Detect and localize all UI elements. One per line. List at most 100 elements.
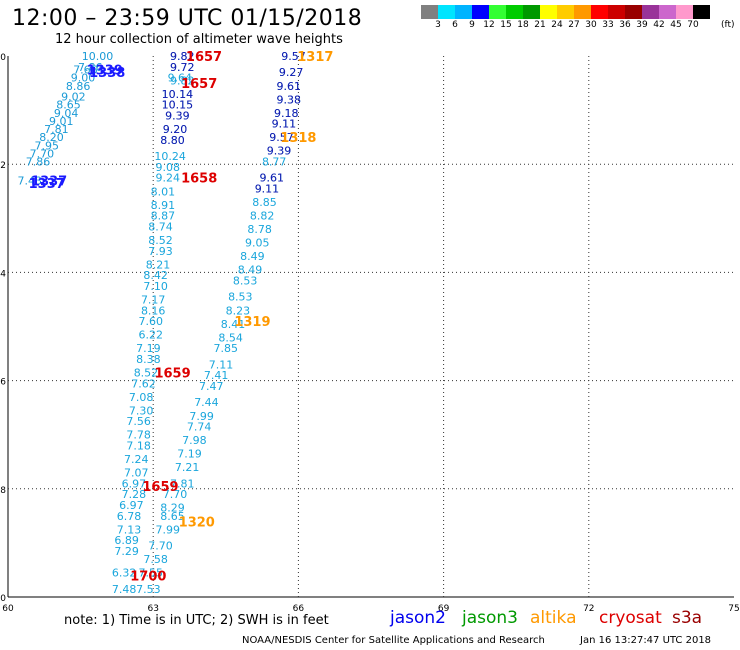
wave-height-value: 9.00 [71,72,96,85]
pass-time-label: 1700 [130,569,166,584]
wave-height-value: 8.49 [240,250,265,263]
wave-height-value: 7.81 [170,477,195,490]
lon-label: 63 [147,604,158,614]
wave-height-value: 6.89 [114,534,139,547]
pass-time-label: 1657 [181,77,217,92]
wave-height-value: 7.19 [177,448,202,461]
wave-height-value: 8.41 [221,318,246,331]
wave-height-value: 10.24 [154,150,186,163]
wave-height-value: 10.00 [82,50,114,63]
wave-height-value: 7.86 [26,155,51,168]
pass-time-label: 1337 [31,174,67,189]
color-scale-label: 30 [585,20,597,30]
wave-height-value: 8.38 [136,353,161,366]
color-scale-label: 39 [636,20,648,30]
color-scale-label: 15 [500,20,512,30]
wave-height-value: 6.22 [139,329,164,342]
wave-height-value: 9.57 [269,131,294,144]
wave-height-value: 9.64 [168,72,193,85]
wave-height-value: 8.82 [250,210,275,223]
wave-height-value: 9.11 [255,183,280,196]
wave-height-value: 8.65 [160,510,185,523]
wave-height-value: 10.15 [162,99,194,112]
mission-cryosat: cryosat [599,608,662,628]
wave-height-value: 7.08 [129,391,154,404]
color-swatch [608,5,625,19]
lon-label: 72 [583,604,594,614]
lat-label: -40 [0,594,6,604]
wave-height-color-scale: (ft) 3 6 9 12 15 18 21 24 27 30 33 36 39 42 45 70 [421,5,740,31]
color-scale-label: 9 [469,20,475,30]
wave-height-value: 7.60 [139,315,164,328]
wave-height-value: 8.53 [228,291,253,304]
wave-height-value: 8.86 [66,80,91,93]
lon-label: 69 [438,604,450,614]
wave-height-value: 8.52 [134,366,159,379]
wave-height-value: 9.01 [49,115,74,128]
wave-height-value: 7.99 [155,523,180,536]
wave-height-value: 8.65 [56,99,81,112]
wave-height-value: 8.53 [233,275,258,288]
wave-height-value: 9.20 [163,123,188,136]
color-scale-label: 6 [452,20,458,30]
wave-height-value: 9.39 [267,145,292,158]
wave-height-value: 8.91 [151,199,176,212]
wave-height-value: 9.61 [260,172,285,185]
wave-height-value: 7.70 [148,540,173,553]
wave-height-value: 8.74 [148,220,173,233]
wave-height-value: 9.20 [163,123,188,136]
wave-height-value: 9.27 [279,66,304,79]
wave-height-value: 7.53 [136,583,161,596]
wave-height-value: 9.39 [267,145,292,158]
wave-height-value: 7.56 [126,415,151,428]
wave-height-value: 9.18 [274,107,299,120]
mission-s3a: s3a [672,608,703,628]
wave-height-value: 9.18 [274,107,299,120]
wave-height-value: 7.55 [139,567,164,580]
wave-height-value: 8.16 [141,304,166,317]
wave-height-value: 8.80 [160,134,185,147]
wave-height-value: 8.49 [238,264,263,277]
wave-height-value: 9.24 [155,172,180,185]
wave-height-value: 7.47 [199,380,224,393]
pass-time-label: 1319 [234,315,270,330]
color-scale-label: 45 [670,20,682,30]
wave-height-value: 7.86 [78,61,103,74]
lon-label: 66 [293,604,305,614]
wave-height-value: 9.57 [269,131,294,144]
pass-time-label: 1317 [297,50,333,65]
wave-height-value: 7.58 [143,553,168,566]
wave-height-value: 7.24 [124,453,149,466]
color-scale-label: 27 [568,20,580,30]
page-subtitle: 12 hour collection of altimeter wave hei… [55,32,343,47]
wave-height-value: 9.57 [281,50,306,63]
lat-label: -36 [0,378,6,388]
wave-height-value: 8.52 [148,234,173,247]
wave-height-value: 7.19 [136,342,161,355]
page-title: 12:00 – 23:59 UTC 01/15/2018 [12,6,363,31]
wave-height-value: 8.80 [160,134,185,147]
wave-height-value: 8.21 [146,258,171,271]
wave-height-value: 7.98 [182,434,207,447]
wave-height-value: 7.10 [143,280,168,293]
lon-label: 60 [2,604,14,614]
color-swatch [591,5,608,19]
wave-height-value: 8.78 [247,223,272,236]
color-swatch [642,5,659,19]
wave-height-value: 7.74 [187,421,212,434]
footer-credit: NOAA/NESDIS Center for Satellite Applica… [242,635,545,646]
color-swatch [659,5,676,19]
footer-note: note: 1) Time is in UTC; 2) SWH is in fe… [64,613,329,628]
color-scale-label: 3 [435,20,441,30]
wave-height-value: 7.43 [18,174,43,187]
wave-height-value: 9.05 [245,237,270,250]
pass-time-label: 1659 [154,366,190,381]
color-swatch [540,5,557,19]
lat-label: -38 [0,486,6,496]
color-swatch [557,5,574,19]
wave-height-value: 7.78 [126,429,151,442]
wave-height-value: 9.72 [170,61,195,74]
wave-height-value: 9.04 [54,107,79,120]
wave-height-value: 7.62 [131,377,156,390]
color-scale-label: 12 [483,20,495,30]
